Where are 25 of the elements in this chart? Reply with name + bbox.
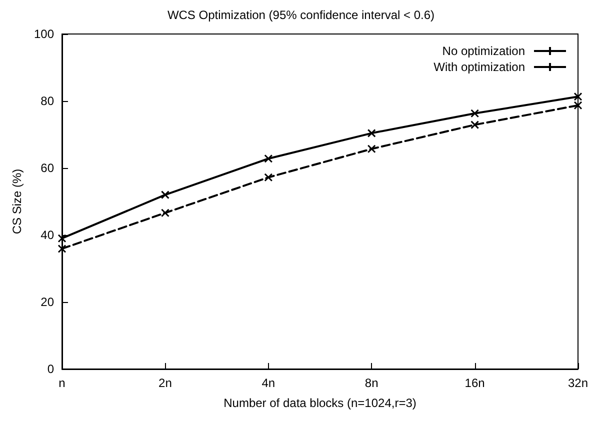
x-tick-label: 32n [568, 376, 588, 390]
y-tick-label: 60 [40, 161, 54, 175]
point [367, 128, 376, 138]
x-tick-label: 2n [158, 376, 172, 390]
point [264, 173, 273, 182]
y-tick-label: 100 [34, 27, 54, 41]
point [160, 208, 170, 218]
legend-label: With optimization [434, 60, 525, 74]
chart-title: WCS Optimization (95% confidence interval < 0.6) [167, 8, 435, 22]
x-axis-title: Number of data blocks (n=1024,r=3) [224, 396, 416, 410]
point [470, 109, 480, 118]
x-tick-label: 16n [464, 376, 485, 390]
x-tick-label: 4n [262, 376, 276, 390]
y-axis-title: CS Size (%) [10, 168, 24, 234]
y-tick-label: 40 [40, 228, 54, 242]
point [470, 120, 480, 130]
point [160, 190, 170, 200]
point [367, 144, 376, 154]
y-tick-label: 0 [47, 362, 54, 376]
legend-label: No optimization [442, 44, 525, 58]
x-tick-label: 8n [364, 376, 378, 390]
y-tick-label: 80 [40, 94, 54, 108]
y-tick-label: 20 [40, 295, 54, 309]
point [264, 154, 273, 163]
x-tick-label: n [58, 376, 66, 390]
